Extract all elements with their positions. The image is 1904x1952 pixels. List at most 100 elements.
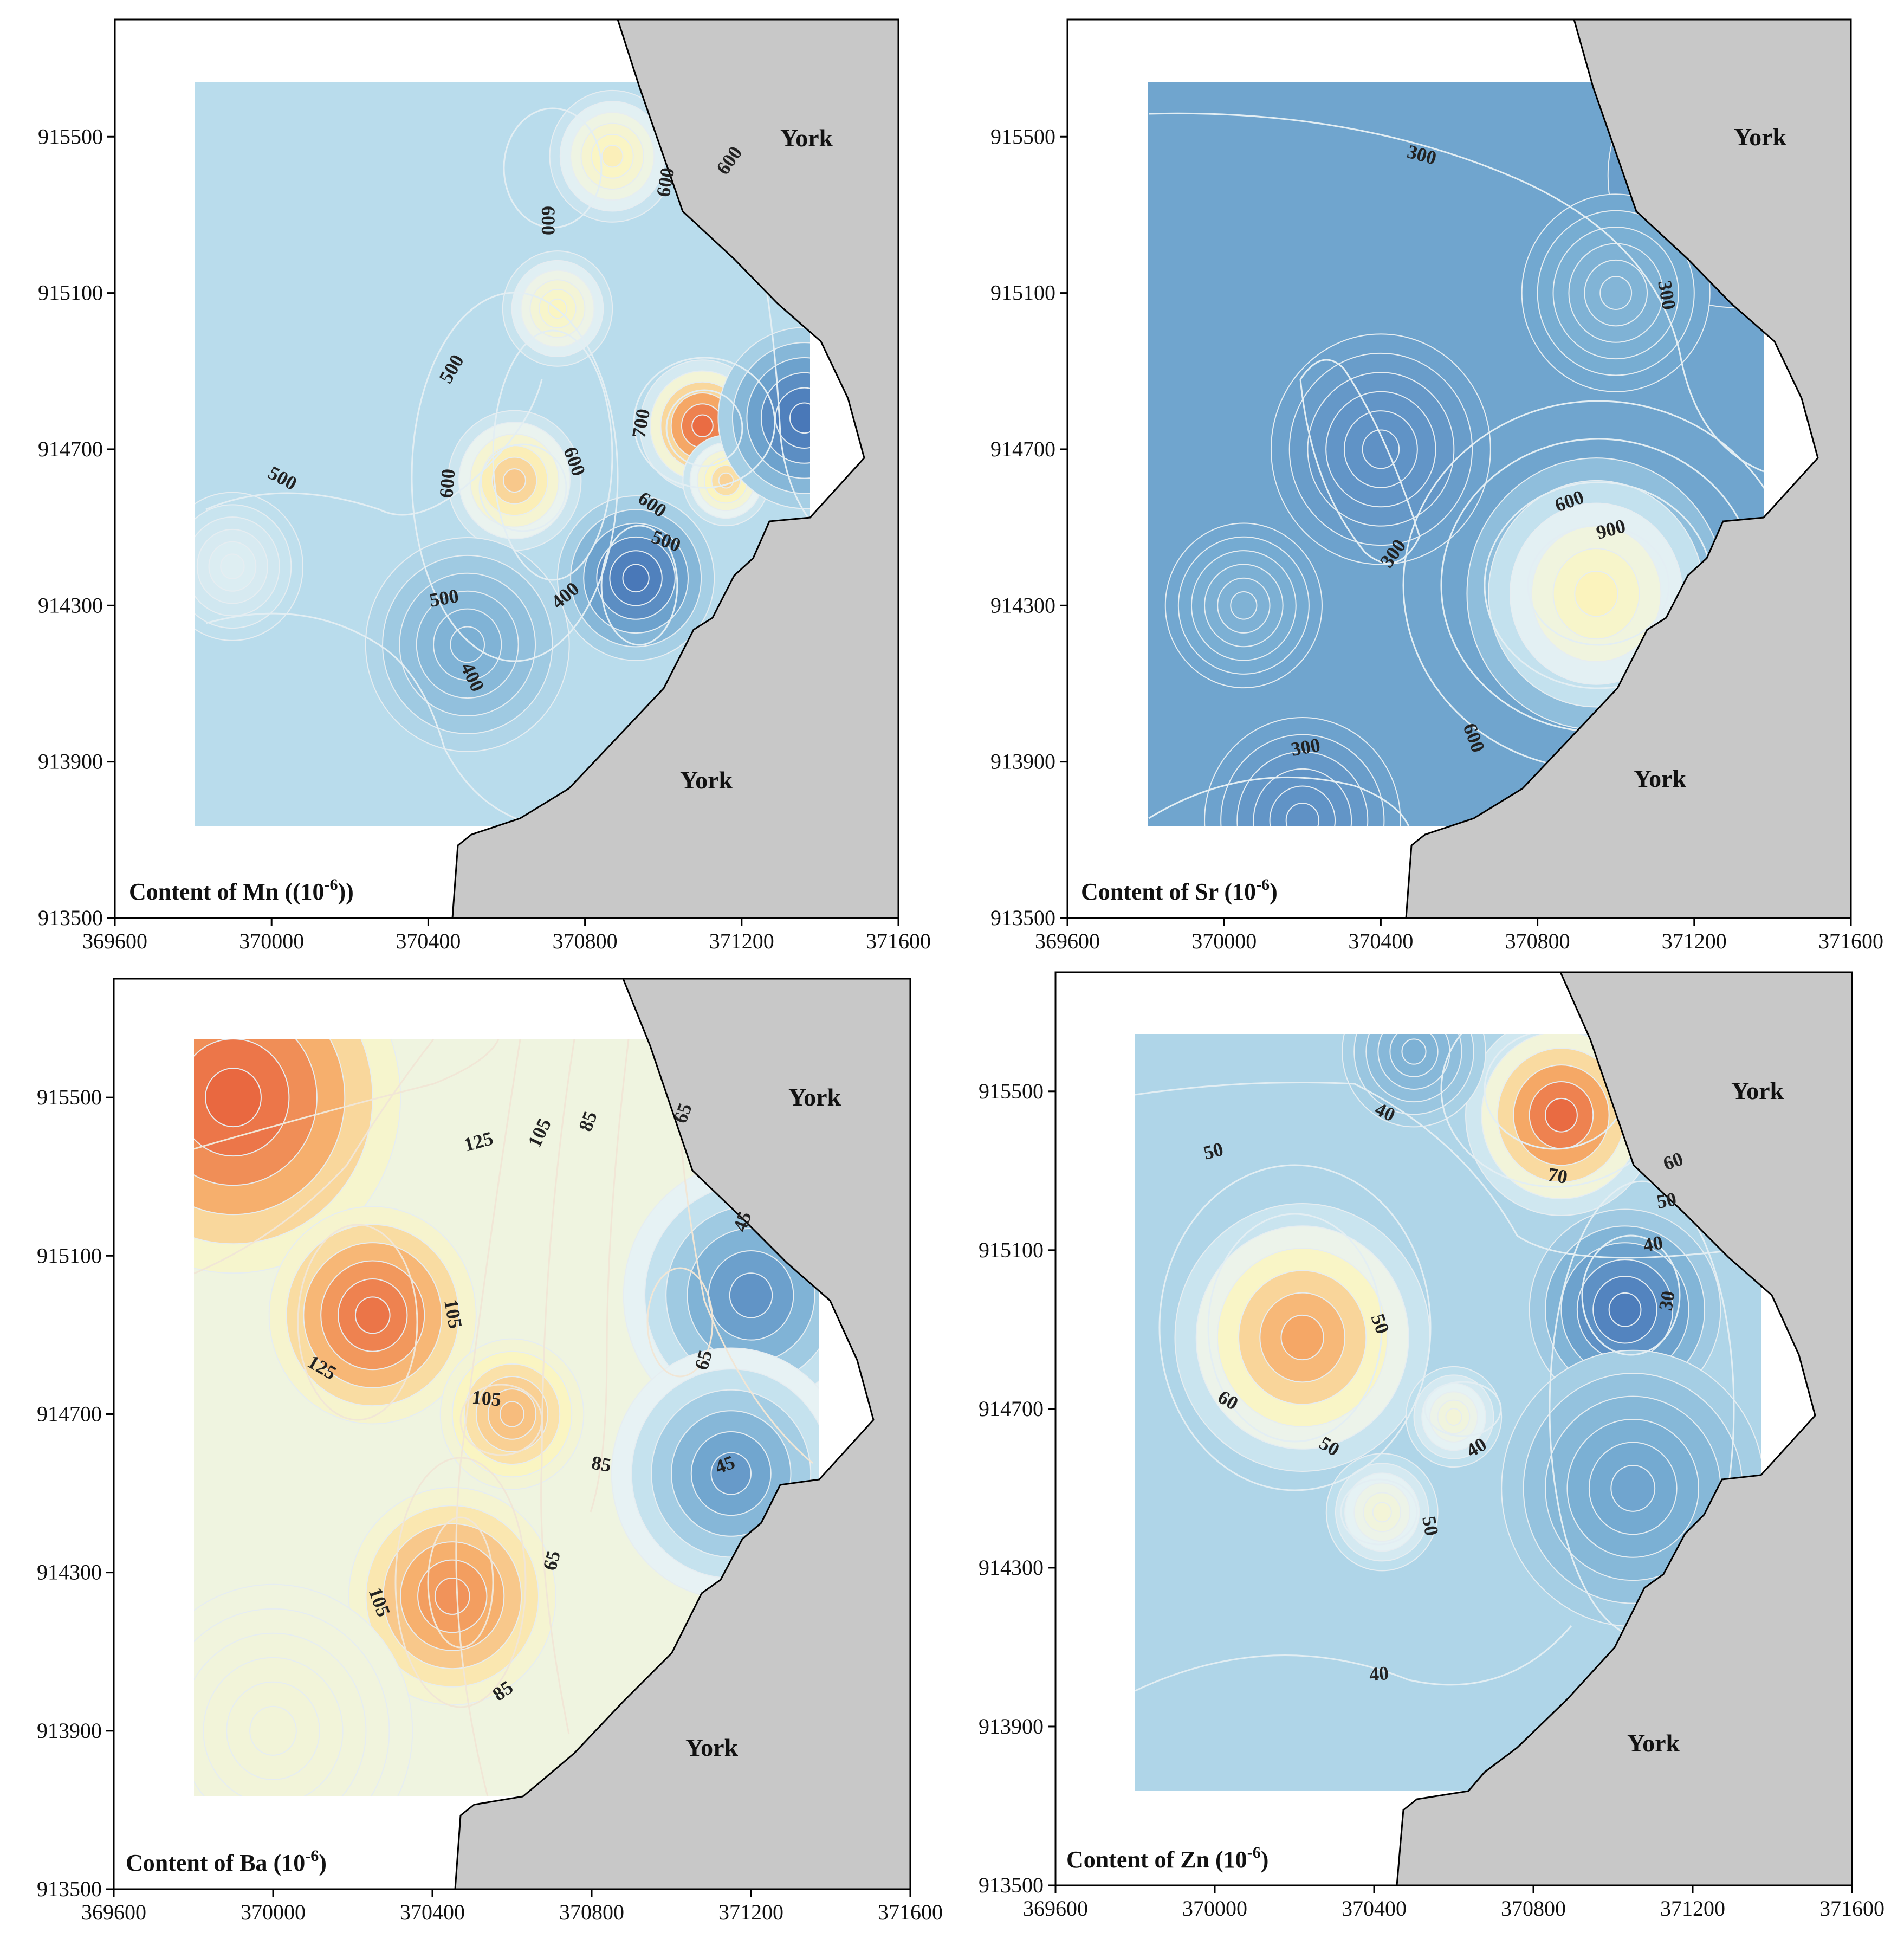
sr-y-tick-label: 914700 [990, 437, 1055, 461]
mn-x-tick-label: 370000 [239, 929, 304, 953]
sr-x-tick-label: 370400 [1348, 929, 1413, 953]
mn-land-label: York [780, 124, 833, 152]
sr-y-tick-label: 913900 [990, 749, 1055, 774]
ba-contour-line [427, 1516, 494, 1649]
zn-contour-label: 30 [1654, 1289, 1679, 1312]
sr-land [1405, 18, 1852, 919]
sr-x-tick-label: 371600 [1818, 929, 1883, 953]
mn-contour-line [205, 612, 542, 826]
ba-axes: 369600 370000 370400 370800 371200 371600 9155… [37, 1085, 943, 1924]
panel-sr: York York 300 300 300 300 600 900 600 Co… [990, 18, 1883, 953]
mn-contour-label: 600 [537, 206, 559, 235]
mn-x-tick-label: 370800 [553, 929, 618, 953]
mn-x-tick-label: 370400 [396, 929, 461, 953]
zn-y-tick-label: 915100 [979, 1238, 1044, 1262]
ba-x-tick-label: 370000 [241, 1900, 306, 1924]
zn-contour-line [1581, 1234, 1681, 1356]
zn-contour-fill [1445, 1408, 1462, 1426]
ba-land-label: York [788, 1083, 841, 1111]
sr-y-tick-label: 913500 [990, 906, 1055, 930]
zn-x-tick-label: 371200 [1660, 1896, 1725, 1921]
mn-x-tick-label: 371200 [709, 929, 774, 953]
ba-contour-line [646, 1267, 714, 1378]
mn-title-end: )) [338, 878, 354, 905]
zn-contour-label: 40 [1641, 1231, 1664, 1256]
sr-x-tick-label: 371200 [1662, 929, 1727, 953]
mn-title: Content of Mn ((10-6)) [129, 876, 354, 905]
mn-contour-fill [220, 553, 245, 579]
panel-zn: York York 40 50 70 60 50 40 30 50 60 50 … [979, 971, 1884, 1921]
mn-contour-fill [691, 414, 714, 437]
zn-x-tick-label: 370400 [1342, 1896, 1407, 1921]
mn-field [195, 82, 810, 826]
ba-contour-fill [249, 1705, 297, 1756]
ba-title-text: Content of Ba (10 [126, 1850, 305, 1876]
mn-blobs [195, 89, 810, 752]
sr-contour-fill [1362, 429, 1400, 469]
ba-blobs [194, 1039, 819, 1796]
sr-x-tick-label: 370800 [1505, 929, 1570, 953]
zn-contour-label: 40 [1368, 1662, 1389, 1685]
zn-contour-fill [1401, 1038, 1427, 1065]
zn-contour-line [1340, 1478, 1418, 1546]
zn-x-tick-label: 369600 [1023, 1896, 1088, 1921]
mn-contour-lines [205, 86, 810, 826]
ba-y-tick-label: 913900 [37, 1718, 102, 1743]
mn-y-tick-label: 913500 [38, 906, 103, 930]
mn-land [451, 18, 899, 919]
zn-contour-fill [1280, 1314, 1324, 1361]
ba-x-tick-label: 370800 [559, 1900, 624, 1924]
sr-contour-line [1148, 112, 1764, 473]
sr-contour-line [1527, 525, 1670, 646]
panel-ba: York York 125 105 85 65 45 125 105 105 8… [37, 978, 943, 1924]
mn-land-label: York [680, 766, 733, 794]
zn-title: Content of Zn (10-6) [1066, 1844, 1268, 1873]
sr-contour-line [1299, 359, 1421, 564]
zn-contour-line [1207, 1213, 1383, 1443]
zn-y-tick-label: 914700 [979, 1397, 1044, 1421]
ba-contour-line [394, 1457, 527, 1708]
ba-contour-line [194, 1039, 500, 1150]
sr-contour-fill [1230, 591, 1258, 620]
mn-contour-label: 700 [627, 407, 654, 439]
zn-contour-fill [1545, 1097, 1578, 1133]
ba-land-label: York [685, 1734, 739, 1761]
mn-contour-fill [789, 402, 810, 434]
mn-x-tick-label: 369600 [82, 929, 147, 953]
sr-contour-fill [1574, 570, 1618, 617]
ba-y-tick-label: 915100 [37, 1243, 102, 1268]
ba-contour-lines [194, 1039, 813, 1796]
mn-contour-label: 500 [428, 585, 460, 611]
sr-title-sup: -6 [1256, 876, 1270, 894]
ba-contour-line [194, 1039, 435, 1275]
ba-contour-line [540, 1039, 575, 1735]
mn-contour-line [478, 443, 567, 532]
ba-x-tick-label: 370400 [400, 1900, 465, 1924]
zn-y-tick-label: 915500 [979, 1079, 1044, 1103]
sr-contour-fill [1285, 803, 1319, 826]
zn-title-text: Content of Zn (10 [1066, 1846, 1247, 1873]
sr-y-tick-label: 915500 [990, 124, 1055, 148]
ba-x-tick-label: 371600 [878, 1900, 943, 1924]
ba-title: Content of Ba (10-6) [126, 1847, 327, 1876]
sr-x-tick-label: 370000 [1191, 929, 1257, 953]
mn-contour-line [205, 379, 543, 516]
ba-contour-label: 105 [440, 1297, 467, 1330]
mn-contour-fill [601, 145, 624, 168]
sr-title-end: ) [1270, 878, 1278, 905]
zn-contour-fill [1610, 1464, 1656, 1512]
zn-x-tick-label: 370000 [1182, 1896, 1247, 1921]
ba-contour-fill [710, 1452, 752, 1495]
ba-y-tick-label: 914300 [37, 1560, 102, 1585]
zn-land-label: York [1731, 1077, 1784, 1104]
mn-contour-line [665, 389, 743, 467]
ba-y-tick-label: 915500 [37, 1085, 102, 1109]
ba-x-tick-label: 369600 [81, 1900, 146, 1924]
sr-title-text: Content of Sr (10 [1081, 878, 1256, 905]
ba-contour-line [590, 1039, 630, 1513]
panel-mn: York York 500 500 500 500 600 600 600 60… [38, 18, 931, 953]
sr-y-tick-label: 915100 [990, 281, 1055, 305]
zn-axes: 369600 370000 370400 370800 371200 371600 9155… [979, 1079, 1884, 1921]
mn-contour-label: 600 [435, 468, 459, 499]
